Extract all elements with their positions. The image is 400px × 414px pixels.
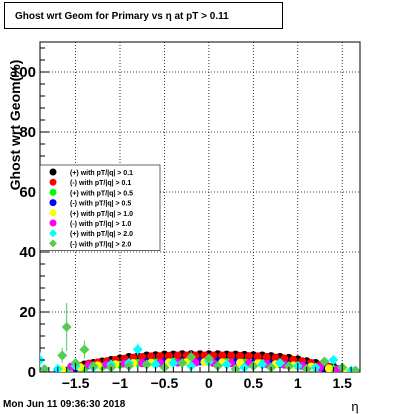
data-point xyxy=(275,358,285,368)
data-point xyxy=(218,351,227,360)
data-point xyxy=(221,359,232,370)
legend-marker xyxy=(49,168,57,176)
data-point xyxy=(203,353,214,364)
legend-marker xyxy=(49,188,57,196)
legend-marker xyxy=(49,178,57,186)
timestamp-footer: Mon Jun 11 09:36:30 2018 xyxy=(3,399,126,410)
data-point xyxy=(156,352,164,361)
data-point xyxy=(271,353,280,362)
data-point xyxy=(150,359,161,370)
y-axis-label: Ghost wrt Geom(%) xyxy=(7,60,23,191)
y-tick-label: 100 xyxy=(11,64,36,81)
data-point xyxy=(88,361,99,371)
data-point xyxy=(61,322,72,332)
legend-marker xyxy=(49,199,57,207)
data-point xyxy=(164,351,173,360)
x-tick-label: −0.5 xyxy=(151,375,179,391)
x-tick-label: 0 xyxy=(205,375,213,391)
y-tick-label: 60 xyxy=(19,184,36,201)
legend-marker xyxy=(49,209,57,217)
y-tick-label: 20 xyxy=(19,304,36,321)
x-tick-label: −1.5 xyxy=(62,375,90,391)
data-point xyxy=(350,365,360,372)
legend-label: (+) with pT/|q| > 2.0 xyxy=(70,231,133,238)
legend-label: (-) with pT/|q| > 0.1 xyxy=(70,180,131,187)
legend-marker xyxy=(49,229,57,238)
data-point xyxy=(186,361,197,371)
legend: (+) with pT/|q| > 0.1 (-) with pT/|q| > 0… xyxy=(39,164,161,251)
x-tick-label: 1.5 xyxy=(332,375,352,391)
data-point xyxy=(236,351,244,360)
data-point xyxy=(177,358,188,368)
data-point xyxy=(138,353,147,361)
data-point xyxy=(328,355,339,365)
legend-box xyxy=(39,164,161,251)
data-point xyxy=(57,350,68,361)
y-tick-label: 40 xyxy=(19,244,36,261)
y-tick-label: 80 xyxy=(19,124,36,141)
legend-label: (+) with pT/|q| > 0.1 xyxy=(70,170,133,177)
x-tick-label: 1 xyxy=(294,375,302,391)
data-point xyxy=(236,358,244,367)
data-point xyxy=(319,356,330,367)
x-tick-label: 0.5 xyxy=(244,375,264,391)
legend-label: (+) with pT/|q| > 1.0 xyxy=(70,211,133,218)
legend-marker xyxy=(49,219,57,227)
x-axis-label: η xyxy=(351,399,358,414)
data-point xyxy=(40,364,50,372)
legend-label: (+) with pT/|q| > 0.5 xyxy=(70,190,133,197)
data-point xyxy=(132,344,143,355)
data-point xyxy=(168,358,179,368)
data-point xyxy=(227,351,236,360)
data-point xyxy=(186,352,197,362)
legend-label: (-) with pT/|q| > 0.5 xyxy=(70,201,131,208)
x-tick-label: −1 xyxy=(112,375,128,391)
data-point xyxy=(253,352,262,361)
chart-title: Ghost wrt Geom for Primary vs η at pT > … xyxy=(4,2,283,29)
legend-label: (-) with pT/|q| > 2.0 xyxy=(70,241,131,248)
data-point xyxy=(79,344,90,355)
data-point xyxy=(262,353,271,361)
data-point xyxy=(257,359,268,370)
data-point xyxy=(141,359,152,370)
data-point xyxy=(147,352,156,361)
legend-marker xyxy=(49,239,57,248)
data-point xyxy=(123,361,134,371)
data-point xyxy=(289,355,298,364)
y-tick-label: 0 xyxy=(28,364,36,381)
data-point xyxy=(283,361,294,371)
data-point xyxy=(244,352,253,361)
data-point xyxy=(212,361,223,371)
data-point xyxy=(173,351,182,360)
legend-label: (-) with pT/|q| > 1.0 xyxy=(70,221,131,228)
data-point xyxy=(324,364,333,372)
